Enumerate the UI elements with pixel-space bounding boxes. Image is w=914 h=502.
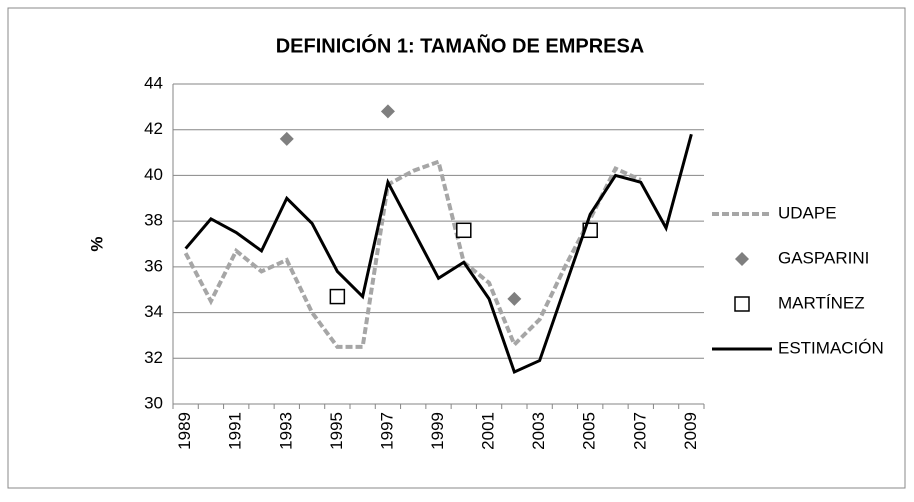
legend-symbol <box>734 296 750 312</box>
y-tick-label: 40 <box>144 165 163 184</box>
y-tick-label: 32 <box>144 348 163 367</box>
chart-border <box>7 7 906 489</box>
point-marker <box>456 222 472 239</box>
x-tick-label: 2003 <box>529 412 548 450</box>
x-tick-label: 2005 <box>580 412 599 450</box>
y-axis-label: % <box>87 236 106 251</box>
legend-label: ESTIMACIÓN <box>778 338 884 357</box>
x-tick-label: 1995 <box>327 412 346 450</box>
x-tick-label: 1991 <box>226 412 245 450</box>
x-tick-label: 2009 <box>681 412 700 450</box>
y-tick-label: 30 <box>144 393 163 412</box>
legend-label: MARTÍNEZ <box>778 293 865 312</box>
x-tick-label: 1999 <box>428 412 447 450</box>
x-tick-label: 1989 <box>175 412 194 450</box>
y-tick-label: 38 <box>144 211 163 230</box>
y-tick-label: 36 <box>144 256 163 275</box>
series-line <box>183 159 642 349</box>
point-marker <box>329 288 346 305</box>
x-tick-label: 2007 <box>630 412 649 450</box>
legend-symbol <box>735 252 749 266</box>
point-marker <box>279 131 294 146</box>
y-tick-label: 44 <box>144 73 163 92</box>
x-tick-label: 2001 <box>479 412 498 450</box>
legend-label: GASPARINI <box>778 248 869 267</box>
x-tick-label: 1993 <box>276 412 295 450</box>
y-tick-label: 42 <box>144 119 163 138</box>
series-line <box>184 133 693 375</box>
legend-label: UDAPE <box>778 203 837 222</box>
y-tick-label: 34 <box>144 302 163 321</box>
point-marker <box>507 291 522 306</box>
chart-title: DEFINICIÓN 1: TAMAÑO DE EMPRESA <box>276 33 645 57</box>
x-tick-label: 1997 <box>377 412 396 450</box>
point-marker <box>380 104 395 119</box>
